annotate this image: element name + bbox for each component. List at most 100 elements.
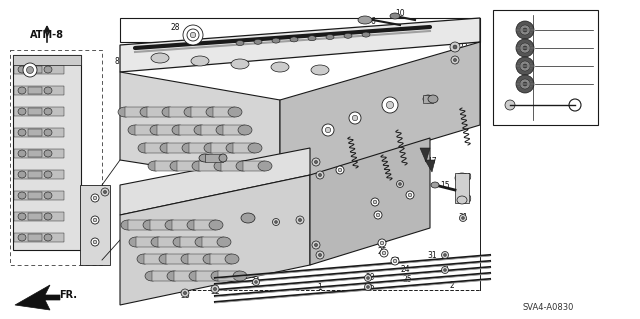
Ellipse shape bbox=[272, 38, 280, 43]
Text: 25: 25 bbox=[316, 169, 326, 179]
Circle shape bbox=[93, 218, 97, 222]
Bar bbox=[213, 107, 235, 117]
Bar bbox=[28, 150, 42, 157]
Circle shape bbox=[336, 166, 344, 174]
Ellipse shape bbox=[151, 53, 169, 63]
Circle shape bbox=[181, 289, 189, 297]
Ellipse shape bbox=[362, 32, 370, 37]
Circle shape bbox=[91, 238, 99, 246]
Text: 14: 14 bbox=[425, 91, 435, 100]
Ellipse shape bbox=[254, 39, 262, 44]
Bar bbox=[169, 107, 191, 117]
Circle shape bbox=[184, 291, 187, 295]
Circle shape bbox=[442, 251, 449, 258]
Ellipse shape bbox=[129, 237, 143, 247]
Ellipse shape bbox=[18, 234, 26, 241]
Circle shape bbox=[520, 25, 530, 35]
Text: 25: 25 bbox=[315, 248, 325, 256]
Text: 26: 26 bbox=[315, 140, 325, 150]
Ellipse shape bbox=[241, 213, 255, 223]
Bar bbox=[423, 95, 433, 103]
Circle shape bbox=[378, 239, 386, 247]
Text: 24: 24 bbox=[313, 158, 323, 167]
Ellipse shape bbox=[194, 125, 208, 135]
Circle shape bbox=[312, 241, 320, 249]
Text: 28: 28 bbox=[170, 24, 180, 33]
Ellipse shape bbox=[311, 65, 329, 75]
Text: FR.: FR. bbox=[59, 290, 77, 300]
Ellipse shape bbox=[137, 254, 151, 264]
Bar bbox=[13, 55, 81, 65]
Text: 26: 26 bbox=[335, 125, 345, 135]
Bar bbox=[128, 220, 150, 230]
Text: 6: 6 bbox=[371, 18, 376, 26]
Text: 19: 19 bbox=[335, 167, 345, 176]
Ellipse shape bbox=[199, 154, 211, 162]
Text: 31: 31 bbox=[548, 23, 558, 32]
Text: 16: 16 bbox=[400, 130, 410, 139]
Text: 24: 24 bbox=[300, 239, 310, 248]
Bar bbox=[28, 87, 42, 94]
Text: 17: 17 bbox=[420, 145, 430, 154]
Text: 21: 21 bbox=[458, 56, 468, 64]
Text: SVA4-A0830: SVA4-A0830 bbox=[522, 303, 573, 313]
Ellipse shape bbox=[18, 192, 26, 199]
Circle shape bbox=[397, 181, 403, 188]
Polygon shape bbox=[280, 42, 480, 185]
Ellipse shape bbox=[226, 143, 240, 153]
Bar bbox=[172, 220, 194, 230]
Circle shape bbox=[298, 219, 301, 222]
Circle shape bbox=[380, 249, 388, 257]
Bar bbox=[180, 237, 202, 247]
Circle shape bbox=[93, 196, 97, 200]
Circle shape bbox=[442, 266, 449, 273]
Ellipse shape bbox=[44, 213, 52, 220]
Circle shape bbox=[451, 56, 459, 64]
Bar bbox=[147, 107, 169, 117]
Circle shape bbox=[453, 45, 457, 49]
Bar bbox=[188, 254, 210, 264]
Text: 22: 22 bbox=[295, 216, 305, 225]
Text: 19: 19 bbox=[315, 228, 325, 238]
Ellipse shape bbox=[308, 36, 316, 41]
Ellipse shape bbox=[18, 66, 26, 73]
Text: 19: 19 bbox=[502, 61, 512, 70]
Circle shape bbox=[365, 275, 371, 281]
Polygon shape bbox=[120, 175, 310, 305]
Text: 24: 24 bbox=[375, 235, 385, 244]
Ellipse shape bbox=[182, 143, 196, 153]
Circle shape bbox=[273, 219, 280, 226]
Ellipse shape bbox=[192, 161, 206, 171]
Circle shape bbox=[460, 214, 467, 221]
Text: 19: 19 bbox=[502, 23, 512, 32]
Circle shape bbox=[26, 66, 33, 73]
Circle shape bbox=[516, 75, 534, 93]
Ellipse shape bbox=[44, 66, 52, 73]
Text: 10: 10 bbox=[395, 10, 405, 19]
Ellipse shape bbox=[143, 220, 157, 230]
Ellipse shape bbox=[189, 271, 203, 281]
Text: 24: 24 bbox=[400, 264, 410, 273]
Circle shape bbox=[23, 63, 37, 77]
Text: 30: 30 bbox=[170, 197, 180, 206]
Bar bbox=[202, 237, 224, 247]
Circle shape bbox=[213, 287, 216, 291]
Circle shape bbox=[91, 194, 99, 202]
Ellipse shape bbox=[187, 220, 201, 230]
Bar bbox=[28, 171, 42, 178]
Text: 7: 7 bbox=[193, 153, 197, 162]
Text: 31: 31 bbox=[395, 181, 405, 189]
Text: 4: 4 bbox=[246, 213, 250, 222]
Text: 20: 20 bbox=[462, 196, 472, 204]
Ellipse shape bbox=[228, 107, 242, 117]
Circle shape bbox=[183, 25, 203, 45]
Polygon shape bbox=[310, 138, 430, 265]
Text: 20: 20 bbox=[462, 174, 472, 182]
Circle shape bbox=[453, 58, 456, 62]
Bar bbox=[28, 192, 42, 199]
Ellipse shape bbox=[44, 234, 52, 241]
Circle shape bbox=[516, 21, 534, 39]
Circle shape bbox=[367, 277, 369, 279]
Circle shape bbox=[316, 251, 324, 259]
Circle shape bbox=[314, 160, 317, 164]
